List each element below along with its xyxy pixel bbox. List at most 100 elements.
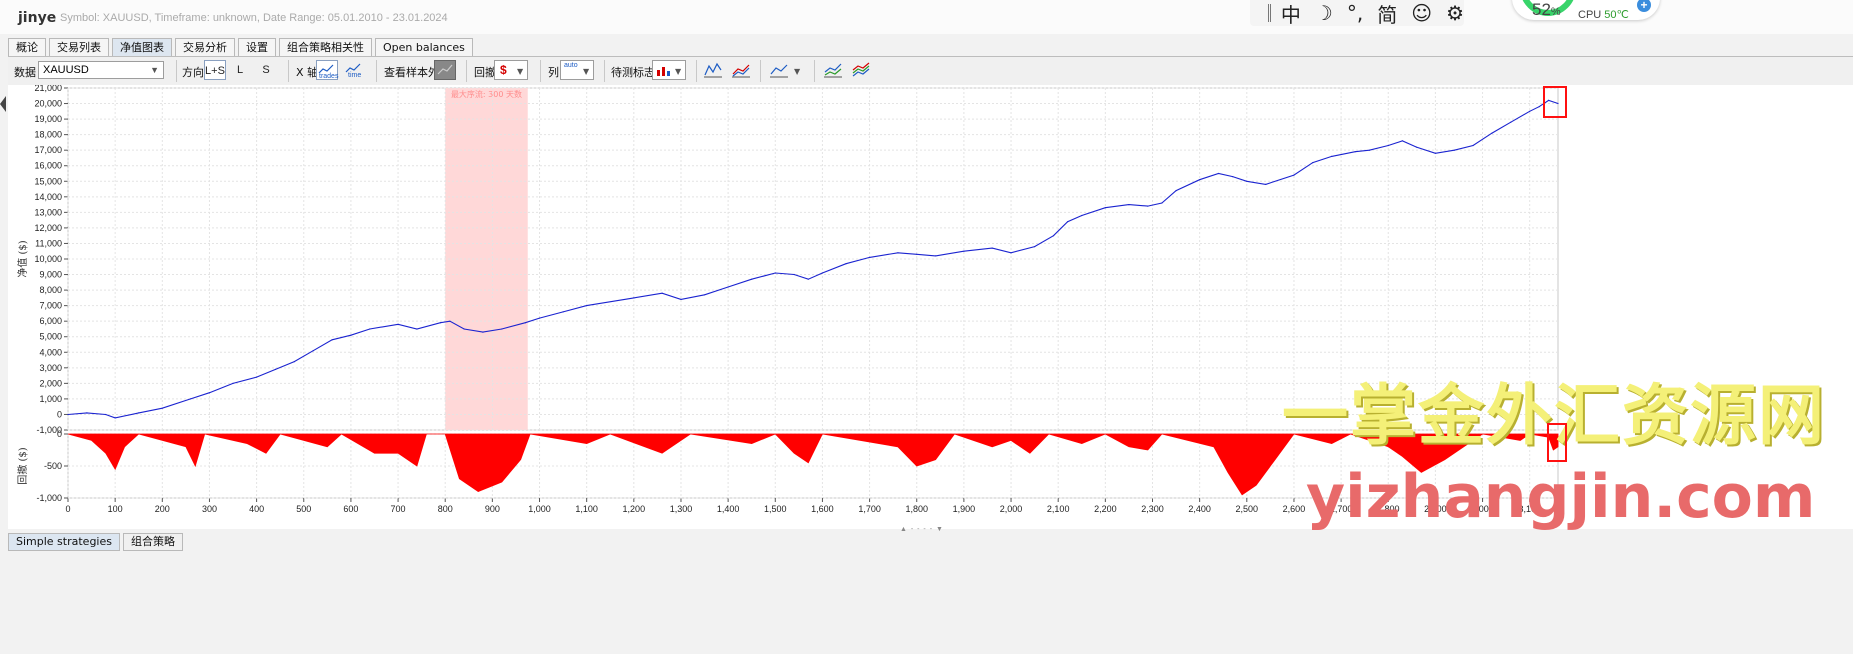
benchmark-label: 待测标志	[611, 66, 655, 79]
direction-long-button[interactable]: L	[236, 64, 244, 76]
collapse-arrow-icon[interactable]	[0, 96, 6, 112]
x-tick-label: 3,000	[1471, 504, 1494, 514]
separator	[696, 60, 697, 82]
equity-point	[350, 334, 352, 336]
equity-point	[916, 253, 918, 255]
chart-view-button-4[interactable]	[850, 60, 872, 80]
equity-point	[1331, 155, 1333, 157]
separator	[176, 60, 177, 82]
x-tick-label: 100	[108, 504, 123, 514]
drawdown-dropdown[interactable]: $ ▼	[494, 60, 528, 80]
line-chart-icon	[318, 64, 334, 74]
benchmark-dropdown[interactable]: ▼	[652, 60, 686, 80]
x-tick-label: 1,900	[953, 504, 976, 514]
x-tick-label: 2,700	[1330, 504, 1353, 514]
moon-icon[interactable]: ☽	[1314, 1, 1333, 25]
equity-point	[1538, 106, 1540, 108]
tab-simple-strategies[interactable]: Simple strategies	[8, 533, 120, 551]
drawdown-label: 回撤	[474, 66, 496, 79]
equity-point	[1246, 180, 1248, 182]
x-tick-label: 600	[343, 504, 358, 514]
chevron-down-icon: ▼	[150, 65, 159, 75]
gear-icon[interactable]: ⚙	[1446, 1, 1464, 25]
bottom-tabs: Simple strategies 组合策略	[8, 533, 183, 551]
drawdown-y-tick-label: -1,000	[36, 493, 62, 503]
column-dropdown[interactable]: auto ▼	[560, 60, 594, 80]
plus-icon[interactable]: +	[1637, 0, 1651, 12]
equity-point	[1529, 110, 1531, 112]
equity-point	[1128, 204, 1130, 206]
data-select[interactable]: XAUUSD ▼	[38, 61, 164, 79]
chart-view-button-2[interactable]	[730, 60, 752, 80]
equity-point	[1104, 207, 1106, 209]
equity-point	[821, 272, 824, 274]
equity-point	[1510, 121, 1512, 123]
script-button[interactable]: 简	[1377, 2, 1398, 27]
data-label: 数据	[14, 66, 36, 79]
equity-point	[897, 252, 899, 254]
watermark-url: yizhangjin.com	[1306, 462, 1816, 532]
equity-point	[1401, 140, 1403, 142]
tab-overview[interactable]: 概论	[8, 38, 46, 57]
equity-point	[1415, 146, 1418, 148]
ime-mode-button[interactable]: 中	[1280, 2, 1301, 27]
equity-point	[1387, 144, 1389, 147]
tab-combined-strategies[interactable]: 组合策略	[122, 533, 183, 551]
x-tick-label: 2,800	[1377, 504, 1400, 514]
tab-settings[interactable]: 设置	[238, 38, 276, 57]
tab-open-balances[interactable]: Open balances	[375, 38, 473, 57]
xaxis-time-button[interactable]: time	[344, 60, 366, 80]
equity-point	[845, 263, 847, 265]
emoji-icon[interactable]: ☺	[1411, 1, 1433, 25]
punctuation-button[interactable]: °,	[1346, 1, 1364, 25]
xaxis-trades-button[interactable]: trades	[316, 60, 338, 80]
x-tick-label: 700	[391, 504, 406, 514]
equity-point	[190, 398, 192, 400]
separator	[466, 60, 467, 82]
splitter-handle[interactable]: ▲ - - - - ▼	[900, 526, 944, 533]
equity-point	[105, 413, 107, 416]
chart-type-dropdown[interactable]: ▼	[768, 60, 804, 80]
equity-point	[1052, 235, 1055, 237]
equity-y-tick-label: 19,000	[34, 114, 62, 124]
direction-short-button[interactable]: S	[262, 64, 270, 76]
equity-point	[293, 361, 295, 363]
equity-point	[114, 417, 116, 419]
strategy-info: Symbol: XAUUSD, Timeframe: unknown, Date…	[60, 12, 448, 24]
equity-drawdown-chart: 最大序流: 300 天数-1,00001,0002,0003,0004,0005…	[16, 85, 1559, 514]
oos-toggle-button[interactable]	[434, 60, 456, 80]
column-label: 列	[548, 66, 559, 79]
drawdown-area	[67, 433, 1559, 496]
equity-point	[1034, 246, 1036, 248]
equity-y-tick-label: 11,000	[35, 238, 62, 248]
equity-point	[256, 376, 258, 378]
ime-drag-handle[interactable]	[1268, 4, 1271, 22]
equity-y-tick-label: 9,000	[39, 270, 62, 280]
chart-view-button-1[interactable]	[702, 60, 724, 80]
svg-text:▼: ▼	[675, 67, 682, 76]
equity-point	[807, 278, 809, 280]
equity-point	[1354, 151, 1356, 153]
chart-view-button-3[interactable]	[822, 60, 844, 80]
svg-text:$: $	[500, 63, 507, 77]
equity-point	[463, 328, 465, 330]
x-tick-label: 0	[65, 504, 70, 514]
equity-point	[1081, 214, 1083, 217]
tab-equity-chart[interactable]: 净值图表	[112, 38, 172, 57]
x-tick-label: 1,200	[623, 504, 646, 514]
tab-trade-analysis[interactable]: 交易分析	[175, 38, 235, 57]
equity-point	[439, 322, 442, 324]
x-tick-label: 1,800	[905, 504, 928, 514]
equity-point	[331, 339, 333, 341]
equity-y-tick-label: 18,000	[34, 130, 62, 140]
equity-point	[935, 255, 937, 257]
direction-ls-button[interactable]: L+S	[204, 60, 226, 80]
tab-trade-list[interactable]: 交易列表	[49, 38, 109, 57]
equity-point	[562, 311, 564, 313]
x-tick-label: 800	[438, 504, 453, 514]
equity-point	[793, 273, 795, 276]
tab-correlation[interactable]: 组合策略相关性	[279, 38, 372, 57]
equity-y-tick-label: 7,000	[39, 301, 62, 311]
line-chart-icon	[704, 62, 722, 78]
equity-point	[1067, 221, 1069, 223]
